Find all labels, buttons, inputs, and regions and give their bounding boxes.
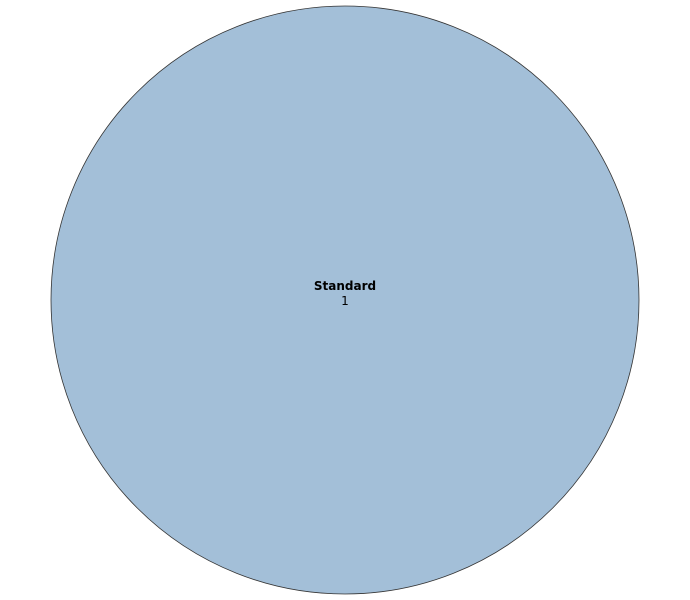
slice-value-label: 1 <box>341 294 349 308</box>
pie-slice-standard <box>50 5 640 595</box>
slice-label: Standard <box>314 279 376 293</box>
